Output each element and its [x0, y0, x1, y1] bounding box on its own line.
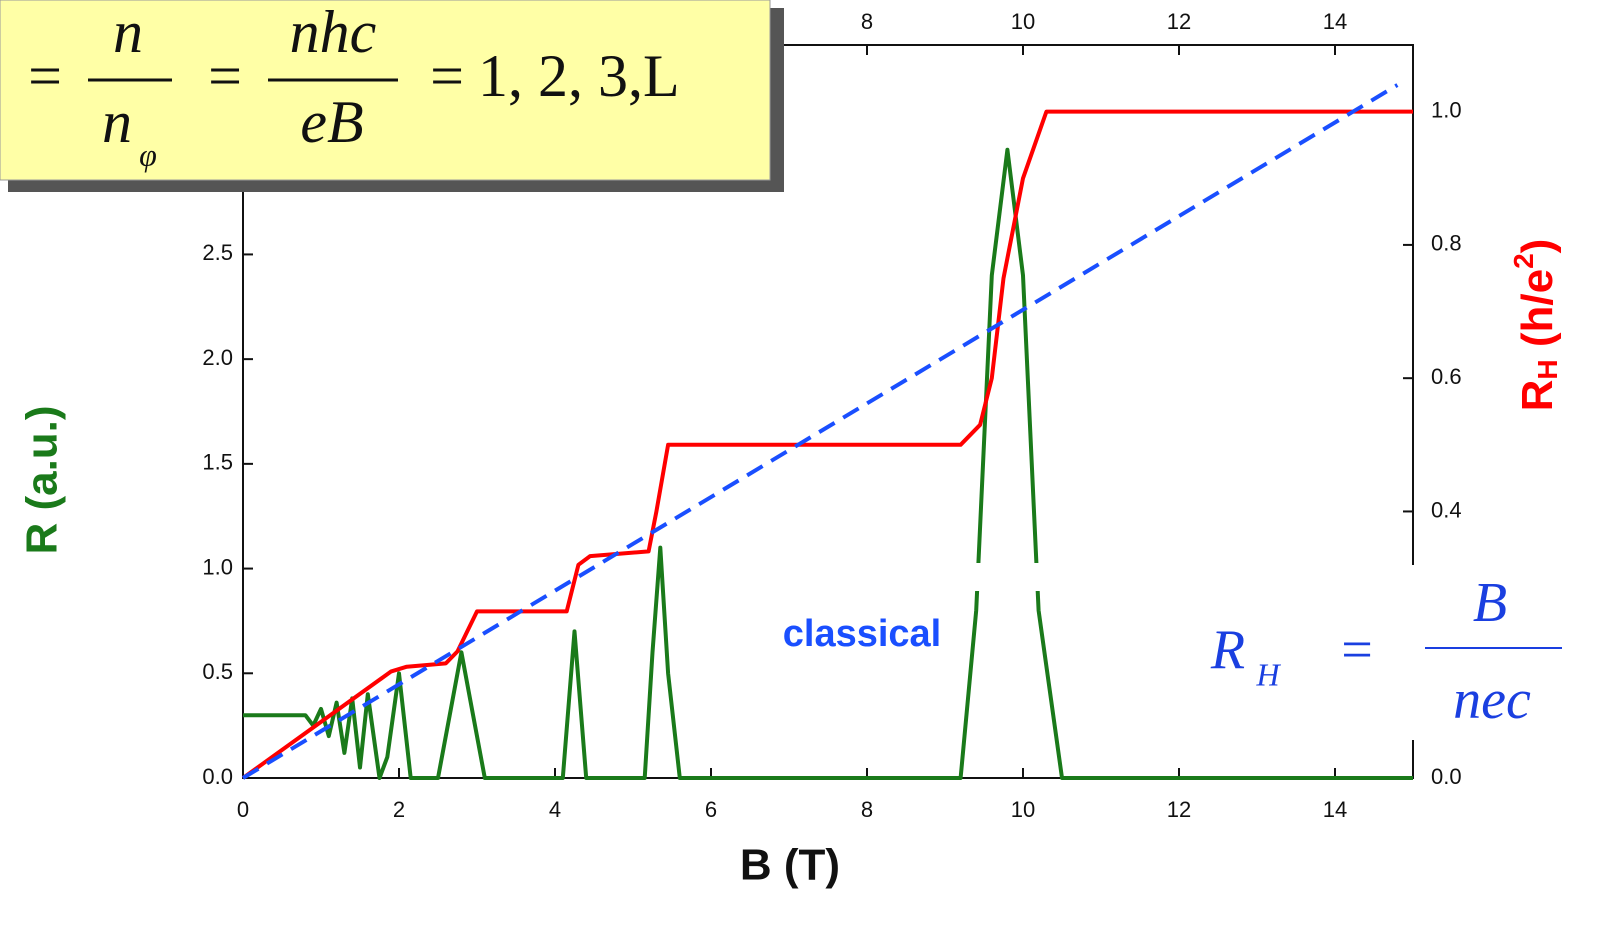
series-line	[243, 147, 1413, 780]
series-line	[241, 83, 1399, 780]
y2-axis-label-part: R	[1513, 380, 1562, 412]
x-axis-label: B (T)	[740, 841, 840, 890]
x-tick-label-top: 8	[861, 9, 873, 34]
y-tick-label: 0.0	[202, 764, 233, 789]
y-tick-label: 0.5	[202, 659, 233, 684]
filling-formula-part: n	[113, 0, 143, 65]
x-tick-label-top: 12	[1167, 9, 1191, 34]
filling-formula-part: =	[208, 43, 242, 109]
y-axis-label: R (a.u.)	[18, 405, 67, 554]
y2-axis-label-part: )	[1513, 239, 1562, 254]
label-backdrop	[950, 563, 1060, 591]
y2-tick-label: 1.0	[1431, 97, 1462, 122]
filling-formula-part: nhc	[290, 0, 377, 65]
series-line	[241, 109, 1413, 780]
x-tick-label-top: 14	[1323, 9, 1347, 34]
y2-axis-label-part: H	[1532, 359, 1563, 379]
y2-tick-label: 0.6	[1431, 364, 1462, 389]
y2-tick-label: 0.8	[1431, 231, 1462, 256]
x-tick-label-top: 10	[1011, 9, 1035, 34]
filling-formula-part: =	[430, 43, 464, 109]
x-tick-label: 6	[705, 797, 717, 822]
formula-box	[0, 0, 771, 181]
filling-formula-part: φ	[139, 136, 157, 172]
x-tick-label: 4	[549, 797, 561, 822]
y2-axis-label: RH (h/e2)	[1508, 239, 1563, 412]
formula-symbol: R	[1210, 619, 1245, 681]
x-tick-label: 8	[861, 797, 873, 822]
formula-subscript: H	[1255, 656, 1281, 692]
y-tick-label: 2.0	[202, 345, 233, 370]
y-tick-label: 1.5	[202, 450, 233, 475]
x-tick-label: 0	[237, 797, 249, 822]
x-tick-label: 2	[393, 797, 405, 822]
y-tick-label: 1.0	[202, 554, 233, 579]
x-tick-label: 10	[1011, 797, 1035, 822]
y2-tick-label: 0.0	[1431, 764, 1462, 789]
y2-axis-label-part: 2	[1508, 253, 1539, 269]
filling-formula-part: eB	[300, 89, 363, 155]
x-tick-label: 12	[1167, 797, 1191, 822]
formula-numerator: B	[1473, 572, 1507, 634]
series-label: classical	[783, 613, 941, 655]
formula-equals: =	[1341, 619, 1373, 681]
y-tick-label: 2.5	[202, 240, 233, 265]
filling-formula-part: n	[102, 89, 132, 155]
y2-tick-label: 0.4	[1431, 497, 1462, 522]
formula-denominator: nec	[1453, 669, 1531, 731]
y2-axis-label-part: (h/e	[1513, 269, 1562, 359]
filling-formula-part: =	[28, 43, 62, 109]
formula-backdrop	[1180, 565, 1618, 740]
filling-formula-part: 1, 2, 3,L	[478, 43, 680, 109]
x-tick-label: 14	[1323, 797, 1347, 822]
